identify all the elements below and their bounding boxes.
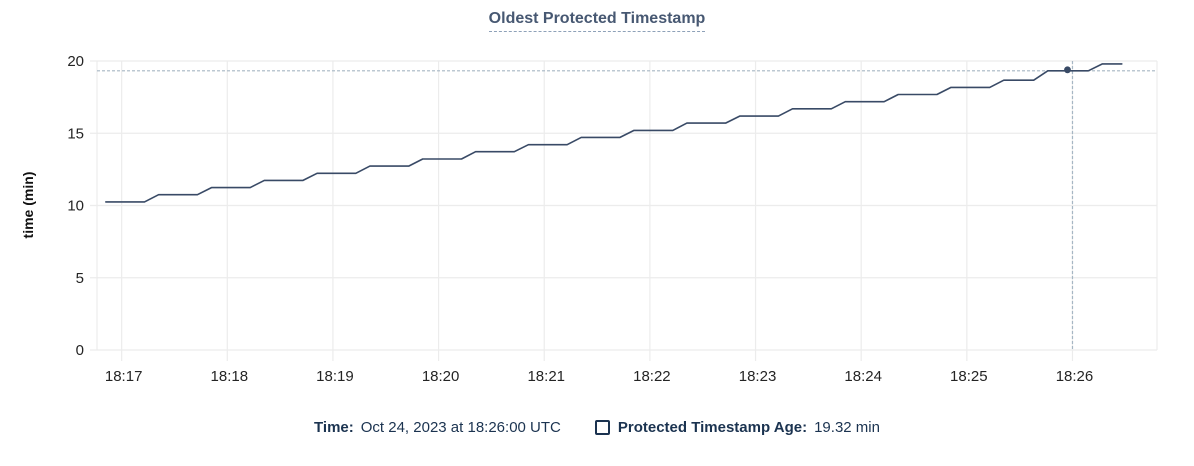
y-tick-label: 15 bbox=[67, 125, 84, 142]
y-axis-tick-labels: 0 5 10 15 20 bbox=[67, 53, 84, 359]
legend-series-toggle[interactable]: Protected Timestamp Age: 19.32 min bbox=[594, 419, 880, 436]
chart-legend: Time: Oct 24, 2023 at 18:26:00 UTC Prote… bbox=[0, 419, 1194, 436]
legend-series-label: Protected Timestamp Age: bbox=[617, 419, 808, 436]
x-tick-label: 18:26 bbox=[1056, 368, 1094, 385]
y-tick-label: 0 bbox=[76, 342, 84, 359]
x-tick-label: 18:20 bbox=[422, 368, 460, 385]
y-axis-title: time (min) bbox=[20, 172, 36, 239]
legend-time-label: Time: bbox=[314, 419, 354, 436]
x-tick-label: 18:17 bbox=[105, 368, 143, 385]
x-tick-label: 18:18 bbox=[211, 368, 249, 385]
hover-crosshair bbox=[97, 61, 1157, 350]
legend-time-value: Oct 24, 2023 at 18:26:00 UTC bbox=[360, 419, 561, 436]
chart-title-text[interactable]: Oldest Protected Timestamp bbox=[488, 10, 706, 32]
gridlines bbox=[90, 60, 1158, 361]
series-swatch-icon[interactable] bbox=[594, 420, 610, 435]
legend-series-value: 19.32 min bbox=[814, 419, 880, 436]
x-tick-label: 18:19 bbox=[316, 368, 354, 385]
x-tick-label: 18:21 bbox=[527, 368, 565, 385]
y-tick-label: 20 bbox=[67, 53, 84, 70]
chart-title: Oldest Protected Timestamp bbox=[0, 10, 1194, 32]
x-axis-tick-labels: 18:17 18:18 18:19 18:20 18:21 18:22 18:23 18:24… bbox=[105, 368, 1093, 385]
y-tick-label: 10 bbox=[67, 198, 84, 215]
series-line bbox=[105, 63, 1123, 203]
x-tick-label: 18:24 bbox=[844, 368, 882, 385]
x-tick-label: 18:25 bbox=[950, 368, 988, 385]
x-tick-label: 18:23 bbox=[739, 368, 777, 385]
y-tick-label: 5 bbox=[76, 270, 84, 287]
x-tick-label: 18:22 bbox=[633, 368, 671, 385]
legend-time: Time: Oct 24, 2023 at 18:26:00 UTC bbox=[314, 419, 561, 436]
hover-dot bbox=[1064, 66, 1071, 74]
